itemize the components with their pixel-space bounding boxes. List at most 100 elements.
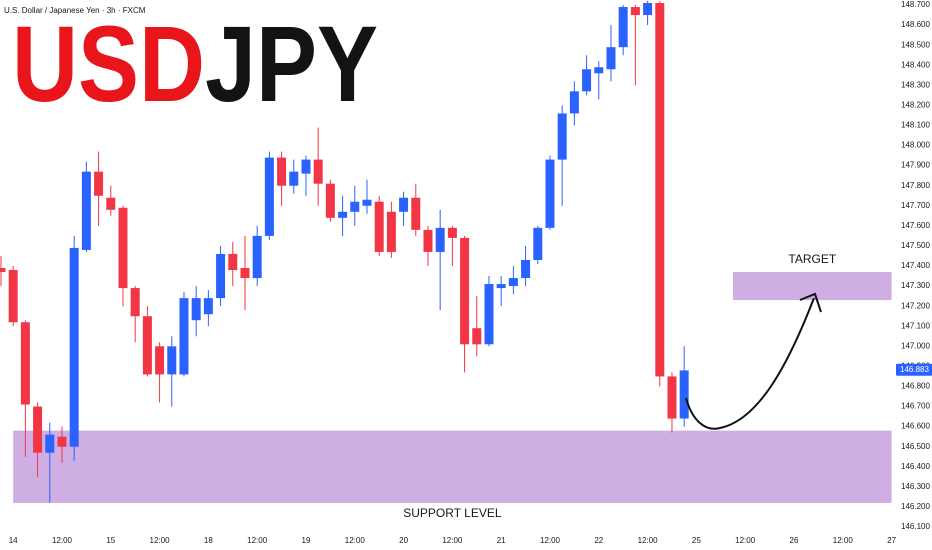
candle-body: [264, 157, 274, 236]
candle-body: [252, 235, 262, 279]
candle-body: [94, 171, 104, 196]
candle-body: [606, 47, 616, 70]
candle-body: [386, 211, 396, 252]
candle-body: [508, 278, 518, 287]
y-tick-label: 148.200: [901, 101, 930, 110]
candle-body: [618, 7, 628, 48]
candle-body: [435, 227, 445, 252]
y-tick-label: 147.000: [901, 341, 930, 350]
candle-body: [142, 316, 152, 375]
zone: [13, 430, 892, 503]
candle-body: [240, 268, 250, 279]
title-part: JPY: [205, 3, 378, 124]
candle-body: [289, 171, 299, 186]
candle-body: [484, 284, 494, 345]
x-tick-label: 27: [887, 536, 896, 545]
y-tick-label: 147.300: [901, 281, 930, 290]
y-tick-label: 146.300: [901, 482, 930, 491]
candle-body: [81, 171, 91, 250]
candle-body: [569, 91, 579, 114]
x-tick-label: 26: [790, 536, 799, 545]
candle-body: [216, 253, 226, 299]
x-tick-label: 21: [497, 536, 506, 545]
candle-body: [582, 69, 592, 92]
candle-body: [106, 197, 116, 210]
candle-body: [228, 253, 238, 271]
y-tick-label: 148.600: [901, 20, 930, 29]
candle-body: [8, 270, 18, 323]
x-tick-label: 12:00: [735, 536, 756, 545]
x-tick-label: 12:00: [52, 536, 73, 545]
y-tick-label: 148.700: [901, 0, 930, 9]
x-tick-label: 12:00: [442, 536, 463, 545]
x-tick-label: 18: [204, 536, 213, 545]
candle-body: [533, 227, 543, 260]
candle-body: [423, 229, 433, 252]
zone-label: SUPPORT LEVEL: [403, 506, 502, 520]
y-tick-label: 147.200: [901, 301, 930, 310]
last-price-label: 146.883: [900, 365, 929, 374]
candle-body: [655, 3, 665, 377]
y-tick-label: 146.500: [901, 442, 930, 451]
zone-label: TARGET: [788, 252, 836, 266]
candle-body: [399, 197, 409, 212]
candle-body: [33, 406, 43, 453]
last-price-box: [896, 363, 932, 376]
x-tick-label: 22: [594, 536, 603, 545]
chart-title: USDJPY: [12, 3, 378, 124]
candle-body: [313, 159, 323, 184]
x-tick-label: 20: [399, 536, 408, 545]
x-tick-label: 15: [106, 536, 115, 545]
y-tick-label: 146.200: [901, 502, 930, 511]
candle-body: [594, 67, 604, 74]
y-tick-label: 147.700: [901, 201, 930, 210]
candle-body: [447, 227, 457, 238]
candle-body: [472, 328, 482, 345]
candle-body: [0, 268, 6, 273]
y-tick-label: 146.400: [901, 462, 930, 471]
projection-arrowhead: [799, 292, 822, 313]
candle-body: [496, 284, 506, 289]
candle-body: [20, 322, 30, 405]
y-tick-label: 148.100: [901, 121, 930, 130]
candle-body: [350, 201, 360, 212]
x-tick-label: 12:00: [247, 536, 268, 545]
candle-body: [69, 247, 79, 447]
y-tick-label: 147.600: [901, 221, 930, 230]
candle-body: [155, 346, 165, 375]
candle-body: [179, 298, 189, 375]
candle-body: [460, 237, 470, 345]
candle-body: [557, 113, 567, 160]
candle-body: [411, 197, 421, 230]
y-tick-label: 147.800: [901, 181, 930, 190]
candle-body: [630, 7, 640, 16]
x-tick-label: 12:00: [638, 536, 659, 545]
candle-body: [167, 346, 177, 375]
projection-curve: [685, 297, 815, 430]
y-tick-label: 148.300: [901, 80, 930, 89]
x-tick-label: 12:00: [150, 536, 171, 545]
y-tick-label: 147.400: [901, 261, 930, 270]
y-tick-label: 148.400: [901, 60, 930, 69]
candle-body: [203, 298, 213, 315]
y-tick-label: 147.500: [901, 241, 930, 250]
x-tick-label: 12:00: [833, 536, 854, 545]
y-tick-label: 146.600: [901, 422, 930, 431]
candle-body: [374, 201, 384, 252]
y-tick-label: 147.100: [901, 321, 930, 330]
candle-body: [301, 159, 311, 174]
candles: [0, 1, 689, 503]
candle-body: [45, 434, 55, 453]
candle-body: [191, 298, 201, 321]
candle-body: [325, 183, 335, 218]
candle-body: [679, 370, 689, 419]
candle-body: [57, 436, 67, 447]
y-tick-label: 147.900: [901, 161, 930, 170]
y-tick-label: 146.100: [901, 522, 930, 531]
price-axis: 146.100 146.200 146.300 146.400 146.500 146.6…: [9, 0, 932, 545]
candle-body: [277, 157, 287, 186]
candle-body: [130, 288, 140, 317]
x-tick-label: 12:00: [345, 536, 366, 545]
y-tick-label: 146.800: [901, 382, 930, 391]
